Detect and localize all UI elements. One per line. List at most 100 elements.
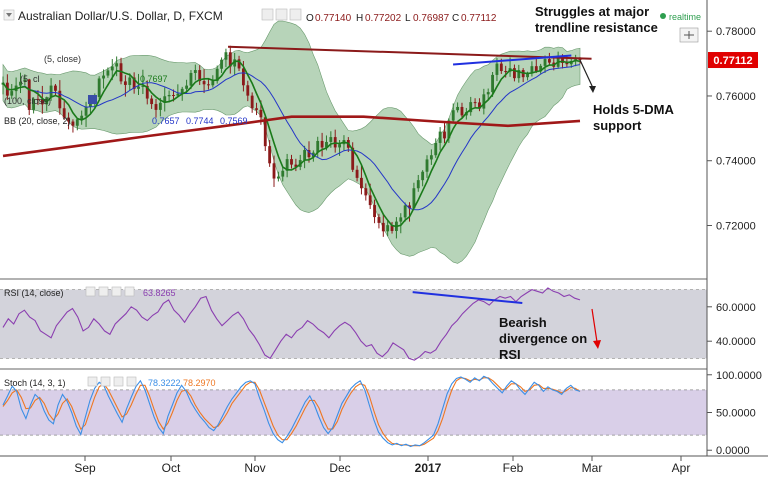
candle-body [377, 217, 381, 223]
price-badge [708, 52, 758, 69]
moving-average-5-line [2, 59, 581, 228]
candle-body [486, 92, 490, 95]
candle-body [425, 159, 429, 172]
candle-body [329, 137, 333, 142]
support-arrowhead [589, 86, 596, 93]
time-tick-label: Nov [244, 461, 265, 475]
candle-body [547, 59, 551, 63]
candle-body [49, 85, 53, 98]
price-scale-bg [707, 0, 768, 479]
candle-body [403, 205, 407, 218]
rsi-axis-ticks: 40.0000 60.0000 [707, 302, 756, 348]
rsi-red-arrowhead [593, 340, 601, 349]
candle-body [416, 180, 420, 189]
candle-body [215, 68, 219, 82]
ma-settings-icon[interactable] [88, 95, 97, 104]
support-arrow [579, 59, 594, 89]
rsi-tick-label: 60.0000 [716, 302, 756, 314]
candle-body [272, 163, 276, 179]
candle-body [534, 66, 538, 72]
candle-body [154, 104, 158, 110]
candle-body [198, 70, 202, 82]
candle-body [84, 106, 88, 116]
candle-body [19, 81, 22, 86]
candle-body [478, 102, 481, 109]
candle-body [211, 81, 215, 86]
candle-body [303, 150, 307, 161]
candle-body [67, 117, 70, 122]
stoch-legend: Stoch (14, 3, 1) [4, 378, 66, 388]
candle-body [447, 120, 451, 139]
candle-body [469, 102, 473, 113]
chart-settings-icon [684, 31, 694, 39]
rsi-legend-value: 63.8265 [143, 288, 176, 298]
support-annotation-line2: support [593, 118, 642, 133]
candle-body [530, 66, 534, 74]
candle-body [237, 59, 241, 69]
ohlc-h-label: H [356, 13, 363, 24]
ma5-legend-value: 0.7697 [140, 74, 168, 84]
bb-legend: BB (20, close, 2) [4, 116, 71, 126]
stoch-legend-k-value: 78.3222 [148, 378, 181, 388]
price-tick-label: 0.72000 [716, 220, 756, 232]
candle-body [307, 150, 311, 158]
candle-body [543, 59, 547, 66]
resistance-annotation-line1: Struggles at major [535, 4, 649, 19]
stoch-band-fill [0, 389, 707, 436]
stoch-tools-icons[interactable] [87, 376, 137, 387]
moving-average-200-line [2, 115, 581, 158]
ma100-legend: (100, close) [4, 96, 51, 106]
time-tick-label: Feb [503, 461, 524, 475]
candle-body [412, 188, 416, 209]
candle-body [102, 75, 105, 79]
candle-body [360, 177, 363, 189]
stoch-tick-label: 50.0000 [716, 408, 756, 420]
candle-body [373, 205, 376, 218]
stoch-legend-d-value: 78.2970 [183, 378, 216, 388]
candle-body [119, 63, 123, 82]
candle-body [62, 108, 66, 118]
rsi-annotation-line3: RSI [499, 347, 521, 362]
candle-body [224, 52, 228, 60]
candle-body [75, 119, 79, 126]
candle-body [421, 171, 425, 181]
candle-body [294, 164, 298, 167]
candle-body [132, 77, 136, 89]
candle-body [290, 159, 293, 165]
candle-body [390, 225, 394, 231]
candle-body [499, 63, 503, 72]
candle-body [517, 70, 521, 79]
candle-body [250, 95, 254, 109]
resistance-annotation-line2: trendline resistance [535, 20, 658, 35]
ohlc-o-value: 0.77140 [315, 13, 352, 24]
candle-body [285, 159, 289, 171]
ohlc-h-value: 0.77202 [365, 13, 402, 24]
rsi-tools-icons[interactable] [85, 286, 135, 297]
candle-body [145, 85, 149, 99]
candle-body [399, 217, 403, 222]
candle-body [491, 74, 494, 93]
candle-body [207, 84, 210, 86]
candle-body [355, 169, 359, 178]
price-axis-ticks: 0.72000 0.74000 0.76000 0.78000 [707, 26, 756, 232]
trendline-price-blue [452, 54, 572, 66]
bb-legend-lower: 0.7569 [220, 116, 248, 126]
candle-body [429, 155, 433, 160]
ohlc-l-label: L [405, 13, 411, 24]
candle-body [141, 85, 145, 87]
rsi-line [2, 287, 581, 361]
candle-body [80, 115, 84, 120]
header-tools-icons[interactable] [261, 8, 302, 21]
candle-body [276, 176, 280, 179]
stoch-k-line [2, 375, 581, 448]
realtime-label: realtime [669, 12, 701, 22]
time-tick-label: Sep [74, 461, 96, 475]
candle-body [89, 103, 92, 107]
candle-body [193, 70, 197, 73]
candle-body [368, 195, 372, 206]
candle-body [189, 72, 193, 86]
candle-body [255, 108, 258, 110]
candle-body [338, 144, 342, 148]
candle-body [263, 117, 267, 147]
